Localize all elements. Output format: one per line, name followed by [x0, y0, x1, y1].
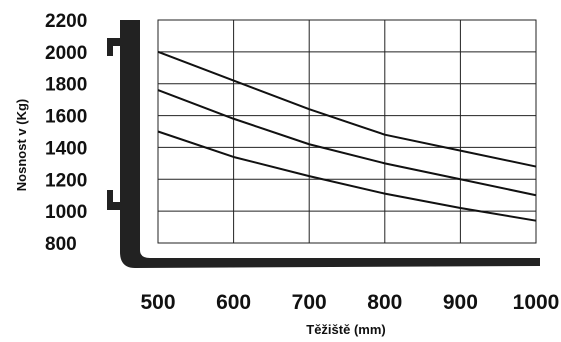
y-tick-label: 1000 — [45, 202, 87, 223]
x-tick-label: 900 — [443, 291, 478, 314]
x-axis-title: Těžiště (mm) — [306, 322, 385, 337]
x-tick-label: 500 — [140, 291, 175, 314]
fork-mast — [117, 20, 540, 268]
grid — [157, 19, 537, 244]
y-tick-label: 1800 — [45, 75, 87, 96]
y-tick-label: 800 — [45, 234, 77, 255]
series-line-3 — [157, 130, 537, 222]
x-tick-label: 1000 — [513, 291, 560, 314]
y-axis-title: Nosnost v (Kg) — [14, 99, 29, 191]
y-tick-label: 2000 — [45, 43, 87, 64]
y-tick-label: 1600 — [45, 107, 87, 128]
fork-lower-hook — [107, 190, 127, 210]
y-tick-label: 2200 — [45, 11, 87, 32]
y-tick-label: 1400 — [45, 138, 87, 159]
x-tick-label: 700 — [292, 291, 327, 314]
series-lines — [157, 50, 537, 222]
y-tick-labels: 800 1000 1200 1400 1600 1800 2000 2200 — [45, 11, 87, 255]
fork-upper-hook — [107, 38, 127, 56]
x-tick-label: 600 — [216, 291, 251, 314]
plot-frame — [157, 19, 537, 244]
forklift-fork-icon — [107, 20, 540, 268]
series-line-1 — [157, 50, 537, 168]
series-line-2 — [157, 89, 537, 197]
y-tick-label: 1200 — [45, 170, 87, 191]
x-tick-label: 800 — [367, 291, 402, 314]
x-tick-labels: 500 600 700 800 900 1000 — [140, 291, 559, 314]
